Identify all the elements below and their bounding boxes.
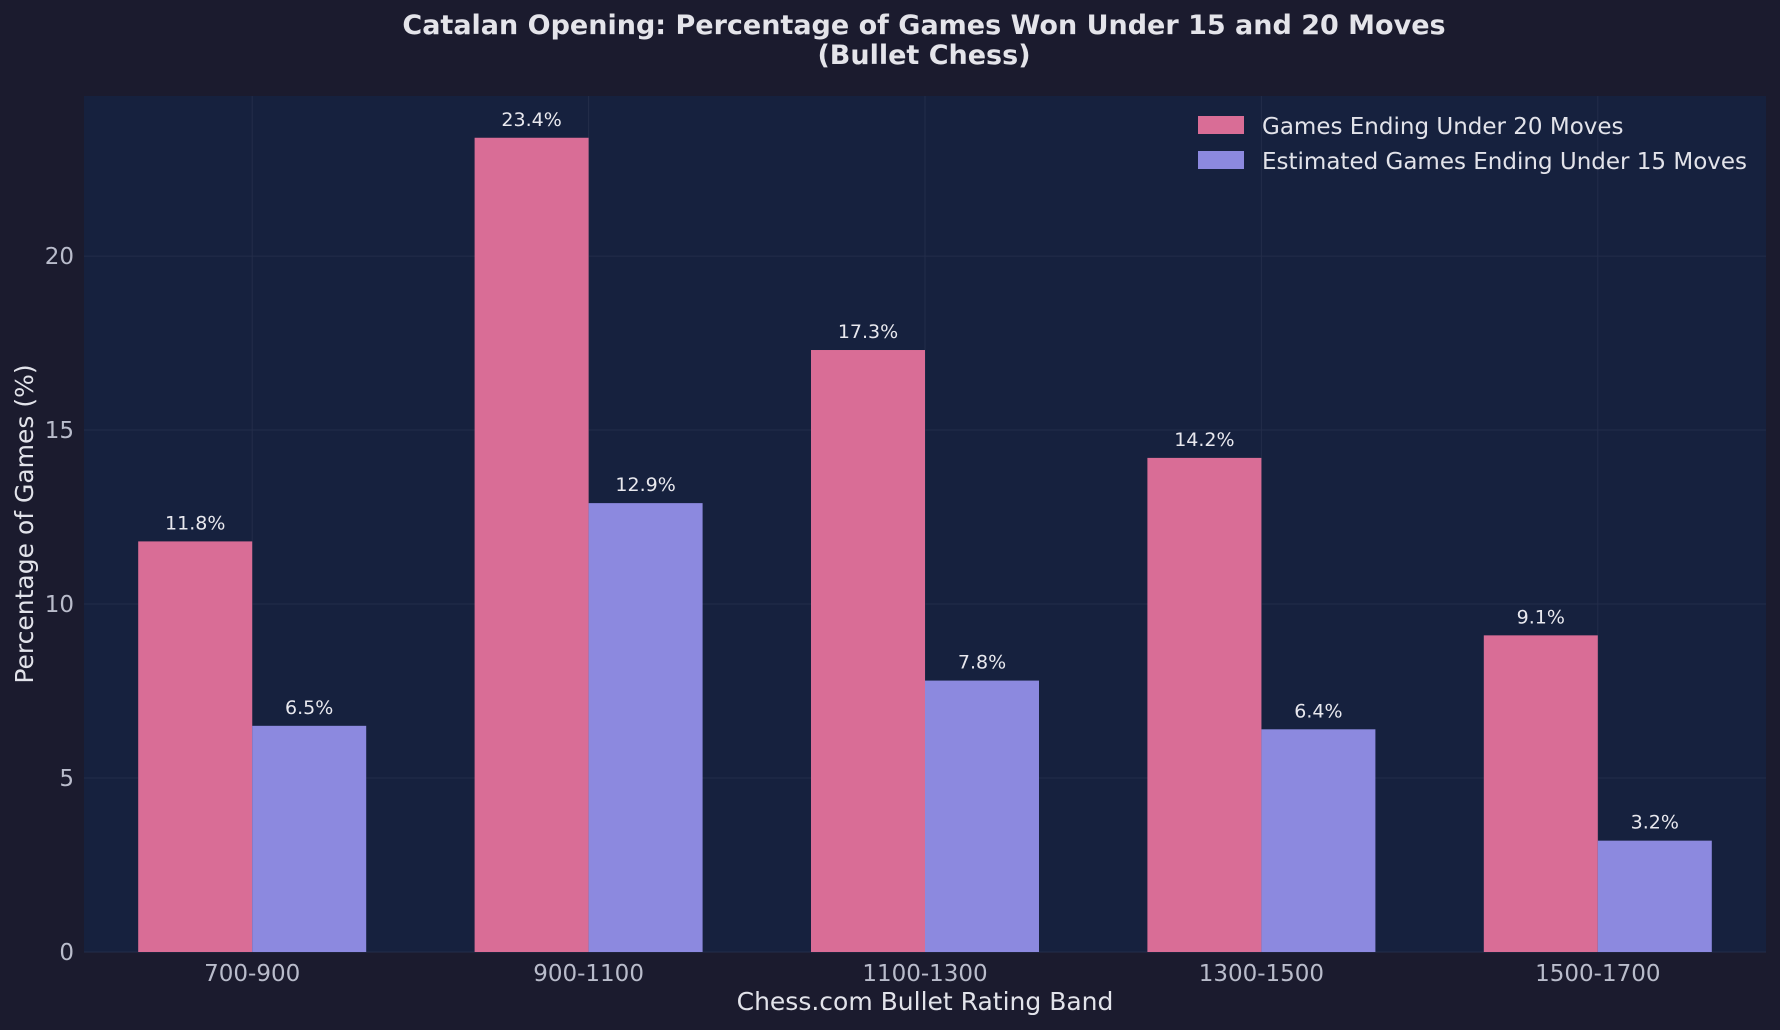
legend: Games Ending Under 20 Moves Estimated Gam…: [1198, 114, 1747, 175]
bar-series-2: [1261, 729, 1376, 952]
legend-swatch-1: [1198, 116, 1244, 134]
axis-ticks: 0 5 10 15 20 700-900 900-1100 1100-1300 1300-150…: [45, 244, 1661, 987]
bar-value-label: 9.1%: [1517, 606, 1565, 628]
x-tick-label: 1300-1500: [1199, 961, 1324, 987]
legend-label-2: Estimated Games Ending Under 15 Moves: [1262, 149, 1747, 175]
bar-series-1: [138, 541, 253, 952]
legend-label-1: Games Ending Under 20 Moves: [1262, 114, 1624, 140]
bar-series-2: [588, 503, 703, 952]
y-tick-label: 5: [59, 766, 74, 792]
bar-series-2: [1597, 840, 1712, 952]
bar-series-1: [474, 137, 589, 952]
bar-value-label: 7.8%: [958, 652, 1006, 674]
chart-subtitle: (Bullet Chess): [817, 40, 1030, 71]
bar-value-labels: 11.8% 23.4% 17.3% 14.2% 9.1% 6.5% 12.9% 7.8% 6.4…: [165, 109, 1679, 834]
y-tick-label: 10: [45, 592, 74, 618]
y-tick-label: 15: [45, 418, 74, 444]
x-tick-label: 700-900: [204, 961, 300, 987]
bar-value-label: 6.4%: [1294, 700, 1342, 722]
bar-value-label: 17.3%: [838, 321, 898, 343]
x-tick-label: 900-1100: [533, 961, 644, 987]
legend-swatch-2: [1198, 151, 1244, 169]
y-tick-label: 20: [45, 244, 74, 270]
bar-series-1: [1483, 635, 1598, 952]
x-tick-label: 1500-1700: [1535, 961, 1660, 987]
bar-value-label: 23.4%: [501, 109, 561, 131]
y-axis-label: Percentage of Games (%): [10, 364, 39, 683]
bar-series-2: [252, 725, 367, 952]
bar-series-1: [811, 350, 925, 953]
x-axis-label: Chess.com Bullet Rating Band: [737, 987, 1114, 1016]
bar-value-label: 6.5%: [285, 697, 333, 719]
x-tick-label: 1100-1300: [862, 961, 987, 987]
bar-series-2: [925, 680, 1039, 952]
bar-series-1: [1147, 457, 1262, 952]
bar-value-label: 3.2%: [1631, 812, 1679, 834]
bar-value-label: 14.2%: [1174, 429, 1234, 451]
chart-title: Catalan Opening: Percentage of Games Won…: [402, 10, 1445, 41]
y-tick-label: 0: [59, 940, 74, 966]
bars: [138, 137, 1712, 953]
bar-value-label: 11.8%: [165, 512, 225, 534]
bar-value-label: 12.9%: [615, 474, 675, 496]
